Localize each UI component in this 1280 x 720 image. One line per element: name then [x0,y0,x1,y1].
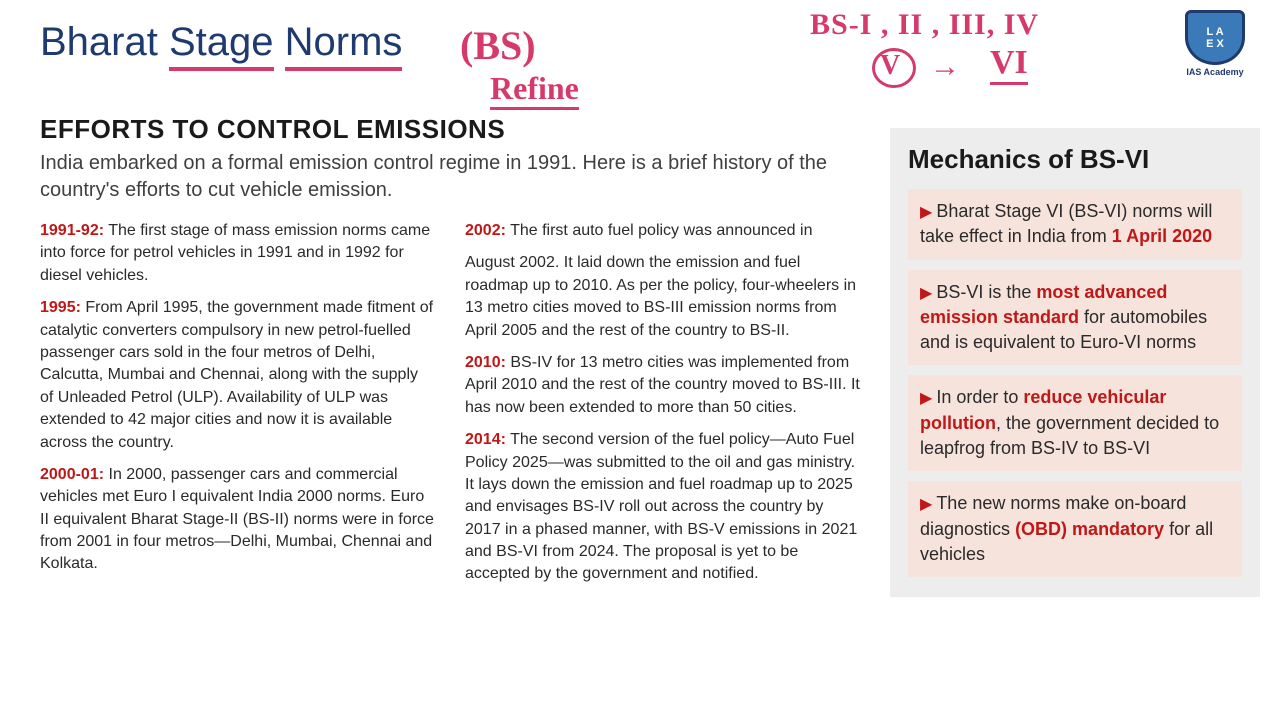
intro-text: India embarked on a formal emission cont… [40,150,840,204]
sidebar-item: ▶BS-VI is the most advanced emission sta… [908,270,1242,366]
sidebar-emphasis: (OBD) mandatory [1015,519,1164,539]
title-word-1: Bharat [40,20,158,64]
timeline-year: 1995: [40,299,81,316]
sidebar-item: ▶Bharat Stage VI (BS-VI) norms will take… [908,189,1242,260]
timeline-year: 2002: [465,222,506,239]
triangle-icon: ▶ [920,285,932,302]
timeline-entry: August 2002. It laid down the emission a… [465,252,860,342]
title-word-3: Norms [285,20,403,71]
sidebar-emphasis: 1 April 2020 [1112,226,1212,246]
timeline-text: August 2002. It laid down the emission a… [465,254,856,338]
section-heading: EFFORTS TO CONTROL EMISSIONS [40,114,505,145]
timeline-entry: 1991-92: The first stage of mass emissio… [40,220,435,287]
timeline-entry: 2002: The first auto fuel policy was ann… [465,220,860,242]
handwriting-refine: Refine [490,70,579,110]
timeline-entry: 2014: The second version of the fuel pol… [465,429,860,586]
timeline-year: 2000-01: [40,466,104,483]
triangle-icon: ▶ [920,390,932,407]
handwriting-arrow-icon: → [930,50,960,84]
timeline-entry: 2000-01: In 2000, passenger cars and com… [40,464,435,576]
timeline-text: The first auto fuel policy was announced… [506,222,813,239]
sidebar-title: Mechanics of BS-VI [908,144,1242,175]
title-word-2: Stage [169,20,274,71]
logo-mid: E X [1206,38,1224,50]
timeline-year: 2010: [465,354,506,371]
brand-logo: L A E X IAS Academy [1170,10,1260,90]
sidebar-text-pre: In order to [936,387,1023,407]
timeline-year: 2014: [465,431,506,448]
handwriting-stage-list: BS-I , II , III, IV [810,8,1039,42]
sidebar-item: ▶In order to reduce vehicular pollution,… [908,375,1242,471]
timeline-text: BS-IV for 13 metro cities was implemente… [465,354,860,416]
timeline-entry: 2010: BS-IV for 13 metro cities was impl… [465,352,860,419]
logo-subtitle: IAS Academy [1186,67,1243,77]
logo-top: L A [1206,26,1223,38]
triangle-icon: ▶ [920,204,932,221]
handwriting-vi: VI [990,44,1028,85]
timeline: 1991-92: The first stage of mass emissio… [40,220,860,591]
handwriting-circle [872,48,916,88]
page-title: Bharat Stage Norms [40,20,402,71]
shield-icon: L A E X [1185,10,1245,65]
sidebar-text-pre: BS-VI is the [936,282,1036,302]
timeline-entry: 1995: From April 1995, the government ma… [40,297,435,454]
triangle-icon: ▶ [920,496,932,513]
sidebar-item: ▶The new norms make on-board diagnostics… [908,481,1242,577]
handwriting-bs: (BS) [460,22,536,69]
timeline-text: From April 1995, the government made fit… [40,299,433,450]
timeline-text: The second version of the fuel policy—Au… [465,431,857,582]
sidebar-panel: Mechanics of BS-VI ▶Bharat Stage VI (BS-… [890,128,1260,597]
timeline-year: 1991-92: [40,222,104,239]
